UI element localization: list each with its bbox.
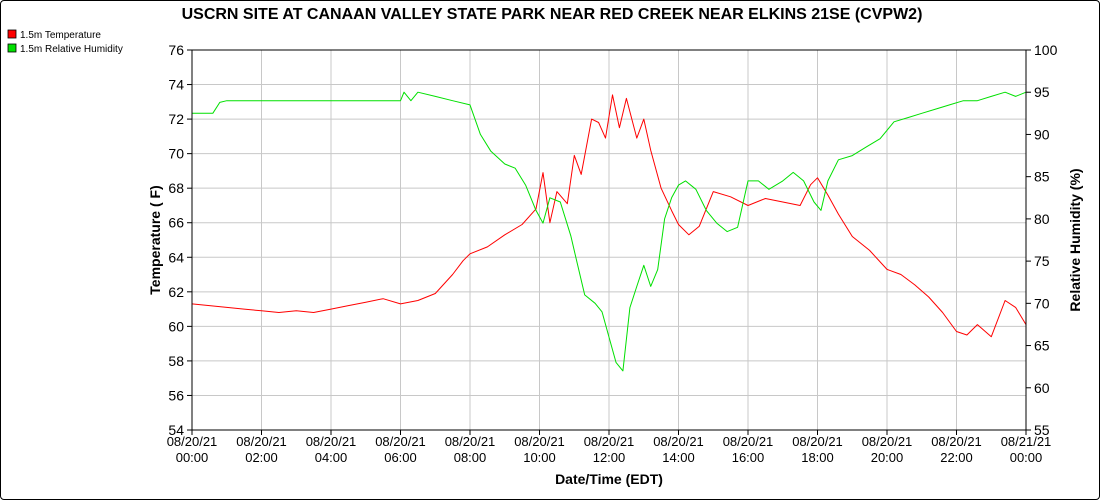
x-tick-date: 08/20/21 [723,434,774,449]
temperature-series-line [191,94,1027,338]
x-tick-time: 08:00 [454,450,487,465]
y2-tick-label: 55 [1034,422,1050,438]
y2-tick-label: 90 [1034,126,1050,142]
y-tick-label: 64 [168,249,184,265]
x-tick-time: 22:00 [940,450,973,465]
x-tick-time: 14:00 [662,450,695,465]
x-tick-date: 08/20/21 [445,434,496,449]
x-tick-date: 08/20/21 [236,434,287,449]
y2-tick-label: 65 [1034,338,1050,354]
y-tick-label: 74 [168,77,184,93]
y-tick-label: 54 [168,422,184,438]
x-tick-date: 08/20/21 [375,434,426,449]
y-tick-label: 62 [168,284,184,300]
y2-tick-label: 80 [1034,211,1050,227]
x-tick-time: 00:00 [176,450,209,465]
y-tick-label: 70 [168,146,184,162]
legend-swatch [7,29,17,39]
x-tick-date: 08/20/21 [584,434,635,449]
x-tick-time: 10:00 [523,450,556,465]
x-tick-time: 04:00 [315,450,348,465]
y-tick-label: 58 [168,353,184,369]
x-tick-time: 12:00 [593,450,626,465]
y-axis-label: Temperature ( F) [147,185,163,294]
y-tick-label: 76 [168,42,184,58]
chart-title: USCRN SITE AT CANAAN VALLEY STATE PARK N… [182,6,923,23]
y2-tick-label: 95 [1034,84,1050,100]
x-tick-time: 18:00 [801,450,834,465]
x-tick-date: 08/20/21 [167,434,218,449]
y2-tick-label: 85 [1034,169,1050,185]
y-tick-label: 60 [168,318,184,334]
y-axis-left: 54 56 58 60 62 64 66 68 70 72 74 76 [168,42,192,438]
x-tick-date: 08/20/21 [514,434,565,449]
grid [191,49,1027,431]
y-tick-label: 68 [168,180,184,196]
legend-label: 1.5m Temperature [20,30,101,41]
y-tick-label: 56 [168,387,184,403]
y2-tick-label: 60 [1034,380,1050,396]
y2-tick-label: 100 [1034,42,1058,58]
x-tick-time: 02:00 [245,450,278,465]
x-tick-time: 00:00 [1010,450,1043,465]
y-tick-label: 66 [168,215,184,231]
x-tick-date: 08/20/21 [653,434,704,449]
humidity-series-line [192,91,1027,372]
x-axis: 08/20/2100:0008/20/2102:0008/20/2104:000… [167,430,1052,465]
x-tick-date: 08/20/21 [306,434,357,449]
x-axis-label: Date/Time (EDT) [555,471,663,487]
series-layer [191,91,1027,372]
y-axis-right: 55 60 65 70 75 80 85 90 95 100 [1026,42,1058,438]
y2-tick-label: 75 [1034,253,1050,269]
x-tick-date: 08/20/21 [792,434,843,449]
x-tick-date: 08/20/21 [862,434,913,449]
y2-tick-label: 70 [1034,295,1050,311]
y2-axis-label: Relative Humidity (%) [1067,168,1083,311]
y-tick-label: 72 [168,111,184,127]
legend-label: 1.5m Relative Humidity [20,44,123,55]
x-tick-time: 16:00 [732,450,765,465]
legend-swatch [7,43,17,53]
x-tick-date: 08/20/21 [931,434,982,449]
x-tick-time: 20:00 [871,450,904,465]
x-tick-time: 06:00 [384,450,417,465]
x-tick-date: 08/21/21 [1001,434,1052,449]
legend: 1.5m Temperature 1.5m Relative Humidity [7,29,123,55]
